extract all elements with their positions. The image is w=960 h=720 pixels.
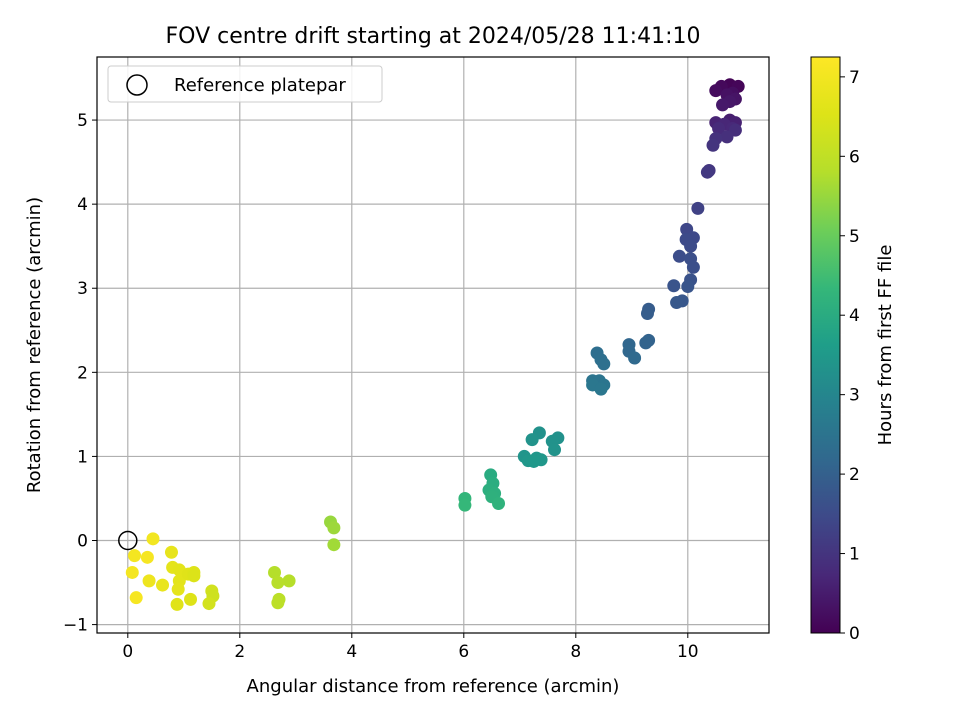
x-tick-label: 6 xyxy=(458,642,469,662)
y-tick-label: 4 xyxy=(77,195,88,215)
data-point xyxy=(170,597,184,611)
data-point xyxy=(686,260,700,274)
x-tick-label: 8 xyxy=(570,642,581,662)
y-axis-label: Rotation from reference (arcmin) xyxy=(24,197,45,493)
colorbar: 0 1 2 3 4 5 6 7 Hours from first FF file xyxy=(810,56,896,644)
y-tick-label: 1 xyxy=(77,447,88,467)
y-tick-label: 3 xyxy=(77,279,88,299)
colorbar-gradient xyxy=(810,56,841,634)
colorbar-ticks: 0 1 2 3 4 5 6 7 xyxy=(840,68,860,644)
data-point xyxy=(548,443,562,457)
colorbar-tick-label: 0 xyxy=(849,624,860,644)
x-tick-label: 2 xyxy=(234,642,245,662)
x-axis-label: Angular distance from reference (arcmin) xyxy=(247,676,620,697)
data-point xyxy=(164,545,178,559)
data-points xyxy=(125,78,745,611)
chart-title: FOV centre drift starting at 2024/05/28 … xyxy=(166,24,701,49)
data-point xyxy=(187,569,201,583)
data-point xyxy=(282,574,296,588)
data-point xyxy=(720,130,734,144)
data-point xyxy=(700,165,714,179)
data-point xyxy=(597,357,611,371)
legend-label-reference: Reference platepar xyxy=(174,75,346,96)
data-point xyxy=(628,351,642,365)
y-tick-label: 0 xyxy=(77,532,88,552)
data-point xyxy=(156,578,170,592)
plot-frame xyxy=(96,56,770,634)
data-point xyxy=(670,296,684,310)
colorbar-tick-label: 5 xyxy=(849,227,860,247)
data-point xyxy=(525,433,539,447)
y-tick-label: −1 xyxy=(63,616,88,636)
data-point xyxy=(129,591,143,605)
reference-platepar-marker xyxy=(118,530,138,551)
x-tick-label: 10 xyxy=(677,642,699,662)
data-point xyxy=(268,565,282,579)
data-point xyxy=(125,565,139,579)
data-point xyxy=(271,576,285,590)
colorbar-tick-label: 2 xyxy=(849,465,860,485)
x-axis-ticks: 0 2 4 6 8 10 xyxy=(122,633,699,662)
colorbar-tick-label: 7 xyxy=(849,68,860,88)
data-point xyxy=(327,521,341,535)
data-point xyxy=(667,279,681,293)
data-point xyxy=(184,592,198,606)
grid-lines xyxy=(97,57,769,633)
data-point xyxy=(672,249,686,263)
colorbar-tick-label: 4 xyxy=(849,306,860,326)
data-point xyxy=(594,382,608,396)
y-axis-ticks: −1 0 1 2 3 4 5 xyxy=(63,111,97,636)
legend-box xyxy=(107,65,383,103)
colorbar-tick-label: 3 xyxy=(849,386,860,406)
data-point xyxy=(716,98,730,112)
data-point xyxy=(712,121,726,135)
data-point xyxy=(140,550,154,564)
legend-marker-reference xyxy=(126,74,148,96)
y-tick-label: 5 xyxy=(77,111,88,131)
data-point xyxy=(458,498,472,512)
data-point xyxy=(639,336,653,350)
data-point xyxy=(691,201,705,215)
data-point xyxy=(171,582,185,596)
data-point xyxy=(492,497,506,511)
data-point xyxy=(527,454,541,468)
x-tick-label: 4 xyxy=(346,642,357,662)
x-tick-label: 0 xyxy=(122,642,133,662)
colorbar-tick-label: 6 xyxy=(849,147,860,167)
data-point xyxy=(146,532,160,546)
colorbar-label: Hours from first FF file xyxy=(875,245,896,446)
data-point xyxy=(709,84,723,98)
data-point xyxy=(681,280,695,294)
data-point xyxy=(202,597,216,611)
data-point xyxy=(706,138,720,152)
data-point xyxy=(640,306,654,320)
colorbar-tick-label: 1 xyxy=(849,545,860,565)
data-point xyxy=(684,239,698,253)
data-point xyxy=(271,596,285,610)
data-point xyxy=(128,549,142,563)
legend: Reference platepar xyxy=(107,65,383,103)
data-point xyxy=(327,538,341,552)
data-point xyxy=(142,574,156,588)
y-tick-label: 2 xyxy=(77,363,88,383)
